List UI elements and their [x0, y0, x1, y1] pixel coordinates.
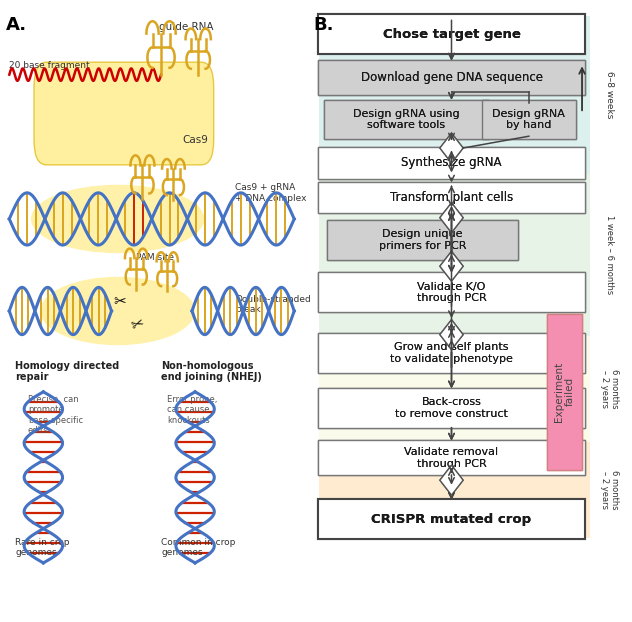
- Text: Double-stranded
break: Double-stranded break: [235, 295, 311, 315]
- Text: 6 months
– 2 years: 6 months – 2 years: [600, 470, 619, 509]
- Text: guide RNA: guide RNA: [159, 22, 213, 32]
- FancyBboxPatch shape: [319, 174, 590, 336]
- Polygon shape: [440, 251, 463, 281]
- FancyBboxPatch shape: [318, 333, 585, 373]
- FancyBboxPatch shape: [318, 272, 585, 312]
- FancyBboxPatch shape: [318, 60, 585, 95]
- Text: 1 week – 6 months: 1 week – 6 months: [605, 215, 614, 295]
- Text: Error prone,
can cause
knockouts: Error prone, can cause knockouts: [167, 395, 217, 425]
- Text: Experiment
failed: Experiment failed: [554, 362, 575, 422]
- Text: Rare in crop
genomes: Rare in crop genomes: [15, 538, 70, 557]
- Text: Synthesize gRNA: Synthesize gRNA: [401, 157, 502, 169]
- FancyBboxPatch shape: [318, 440, 585, 475]
- Text: Validate K/O
through PCR: Validate K/O through PCR: [416, 282, 487, 303]
- FancyBboxPatch shape: [324, 100, 489, 139]
- FancyBboxPatch shape: [324, 100, 489, 139]
- Text: CRISPR mutated crop: CRISPR mutated crop: [372, 513, 532, 526]
- Text: Chose target gene: Chose target gene: [382, 28, 520, 40]
- Text: Precise, can
promote
base-specific
edits: Precise, can promote base-specific edits: [28, 395, 83, 435]
- Text: Download gene DNA sequence: Download gene DNA sequence: [360, 72, 542, 84]
- Text: Design gRNA using
software tools: Design gRNA using software tools: [353, 109, 459, 130]
- FancyBboxPatch shape: [319, 442, 590, 538]
- Ellipse shape: [31, 185, 204, 253]
- FancyBboxPatch shape: [318, 60, 585, 95]
- Text: 6 months
– 2 years: 6 months – 2 years: [600, 369, 619, 409]
- Text: ✂: ✂: [130, 315, 147, 334]
- Text: ✂: ✂: [113, 294, 126, 309]
- Text: 6–8 weeks: 6–8 weeks: [605, 71, 614, 118]
- Text: Chose target gene: Chose target gene: [382, 28, 520, 40]
- Text: Cas9: Cas9: [182, 135, 208, 145]
- Text: Validate removal
through PCR: Validate removal through PCR: [404, 447, 499, 468]
- Text: Homology directed
repair: Homology directed repair: [15, 361, 119, 383]
- Text: PAM site: PAM site: [136, 253, 174, 262]
- FancyBboxPatch shape: [34, 62, 214, 165]
- Text: Transform plant cells: Transform plant cells: [390, 192, 513, 204]
- FancyBboxPatch shape: [318, 499, 585, 539]
- Polygon shape: [440, 133, 463, 163]
- FancyBboxPatch shape: [318, 388, 585, 428]
- FancyBboxPatch shape: [318, 147, 585, 179]
- Polygon shape: [440, 251, 463, 281]
- Polygon shape: [440, 203, 463, 233]
- Text: Design gRNA
by hand: Design gRNA by hand: [492, 109, 565, 130]
- FancyBboxPatch shape: [547, 314, 582, 470]
- Text: Back-cross
to remove construct: Back-cross to remove construct: [395, 397, 508, 419]
- FancyBboxPatch shape: [318, 333, 585, 373]
- FancyBboxPatch shape: [318, 182, 585, 213]
- Text: Non-homologous
end joining (NHEJ): Non-homologous end joining (NHEJ): [161, 361, 262, 383]
- Text: Grow and self plants
to validate phenotype: Grow and self plants to validate phenoty…: [390, 343, 513, 364]
- FancyBboxPatch shape: [327, 220, 518, 260]
- Text: Design unique
primers for PCR: Design unique primers for PCR: [379, 230, 466, 251]
- Ellipse shape: [40, 277, 195, 345]
- Text: Validate removal
through PCR: Validate removal through PCR: [404, 447, 499, 468]
- FancyBboxPatch shape: [319, 336, 590, 442]
- FancyBboxPatch shape: [318, 182, 585, 213]
- Ellipse shape: [44, 84, 204, 152]
- Text: Validate K/O
through PCR: Validate K/O through PCR: [416, 282, 487, 303]
- Text: 20 base fragment: 20 base fragment: [9, 61, 90, 70]
- FancyBboxPatch shape: [319, 16, 590, 174]
- Polygon shape: [440, 133, 463, 163]
- Polygon shape: [440, 465, 463, 495]
- FancyBboxPatch shape: [318, 147, 585, 179]
- Polygon shape: [440, 320, 463, 350]
- FancyBboxPatch shape: [318, 499, 585, 539]
- Text: Synthesize gRNA: Synthesize gRNA: [401, 157, 502, 169]
- FancyBboxPatch shape: [318, 14, 585, 54]
- Text: CRISPR mutated crop: CRISPR mutated crop: [372, 513, 532, 526]
- Text: A.: A.: [6, 16, 27, 34]
- Text: Common in crop
genomes: Common in crop genomes: [161, 538, 235, 557]
- Text: Transform plant cells: Transform plant cells: [390, 192, 513, 204]
- Polygon shape: [440, 320, 463, 350]
- Text: Design unique
primers for PCR: Design unique primers for PCR: [379, 230, 466, 251]
- FancyBboxPatch shape: [547, 314, 582, 470]
- Text: Experiment
failed: Experiment failed: [554, 362, 575, 422]
- FancyBboxPatch shape: [482, 100, 576, 139]
- FancyBboxPatch shape: [318, 14, 585, 54]
- Text: Grow and self plants
to validate phenotype: Grow and self plants to validate phenoty…: [390, 343, 513, 364]
- Text: Download gene DNA sequence: Download gene DNA sequence: [360, 72, 542, 84]
- Text: Design gRNA
by hand: Design gRNA by hand: [492, 109, 565, 130]
- FancyBboxPatch shape: [318, 388, 585, 428]
- Text: Design gRNA using
software tools: Design gRNA using software tools: [353, 109, 459, 130]
- Text: B.: B.: [313, 16, 334, 34]
- FancyBboxPatch shape: [318, 440, 585, 475]
- Text: Cas9 + gRNA
+ DNA complex: Cas9 + gRNA + DNA complex: [235, 183, 307, 203]
- FancyBboxPatch shape: [318, 272, 585, 312]
- Polygon shape: [440, 203, 463, 233]
- FancyBboxPatch shape: [482, 100, 576, 139]
- Text: Back-cross
to remove construct: Back-cross to remove construct: [395, 397, 508, 419]
- Polygon shape: [440, 465, 463, 495]
- FancyBboxPatch shape: [327, 220, 518, 260]
